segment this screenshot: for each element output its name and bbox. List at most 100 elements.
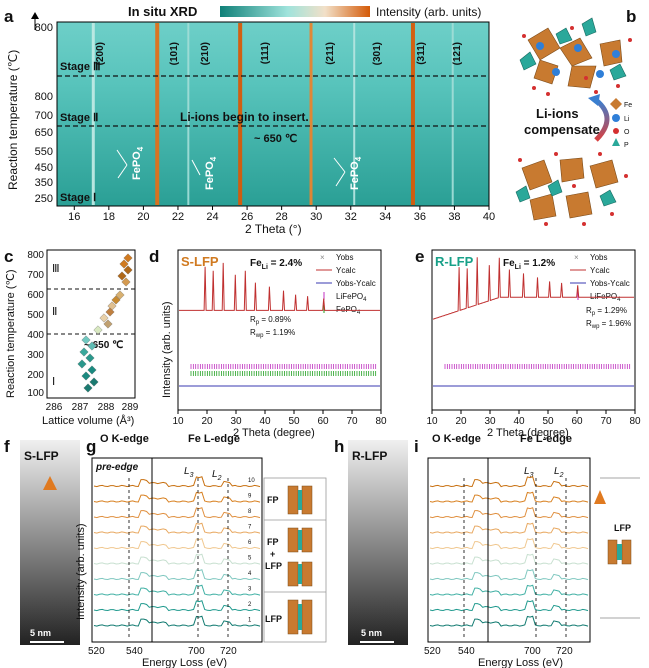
- compensate-arrow: [594, 98, 610, 142]
- y-tick: 250: [35, 193, 53, 205]
- x-tick: 40: [513, 416, 525, 427]
- data-point: [85, 353, 95, 363]
- legend-p: P: [624, 142, 629, 149]
- data-point: [123, 265, 133, 275]
- eels-spectrum: [429, 507, 589, 519]
- peak-line: [410, 23, 415, 205]
- x-tick: 26: [241, 211, 253, 223]
- colorbar-title: In situ XRD: [128, 4, 197, 19]
- peak-label: (101): [169, 42, 180, 65]
- spectrum-index: 6: [248, 540, 252, 546]
- x-tick: 24: [206, 211, 218, 223]
- x-tick: 30: [484, 416, 496, 427]
- panel-c-threshold: ~ 650 ℃: [84, 340, 123, 351]
- panel-a-yticks: 800 800 700 650 550 450 350 250: [35, 22, 53, 205]
- xrd-heatmap: [56, 21, 490, 207]
- x-tick: 70: [600, 416, 612, 427]
- y-tick: 700: [27, 270, 44, 281]
- panel-f-scale: 5 nm: [30, 628, 51, 638]
- legend-yobs: Yobs: [590, 253, 608, 262]
- eels-spectrum: [429, 569, 589, 581]
- panel-g-L2: L2: [212, 469, 222, 482]
- panel-d-fe: FeLi = 2.4%: [250, 258, 302, 271]
- x-tick: 36: [414, 211, 426, 223]
- legend-fepo4: FePO4: [336, 305, 361, 316]
- data-point: [99, 313, 109, 323]
- x-tick: 80: [629, 416, 641, 427]
- x-tick: 287: [72, 402, 89, 413]
- data-point: [115, 290, 125, 300]
- panel-g-pre-edge: pre-edge: [95, 462, 139, 473]
- data-point: [123, 253, 133, 263]
- panel-d-xticks: 10 20 30 40 50 60 70 80: [172, 410, 387, 427]
- peak-label: (210): [200, 42, 211, 65]
- stage-ii-label: Stage Ⅱ: [60, 112, 98, 124]
- legend-lifepo4: LiFePO4: [590, 292, 621, 303]
- eels-spectrum: [429, 522, 589, 534]
- x-tick: 288: [98, 402, 115, 413]
- region-iii: Ⅲ: [52, 263, 60, 275]
- x-tick: 540: [458, 646, 475, 657]
- x-tick: 20: [455, 416, 467, 427]
- x-tick: 16: [68, 211, 80, 223]
- threshold-annotation: ~ 650 ℃: [254, 133, 297, 145]
- y-tick: 350: [35, 177, 53, 189]
- peak-line: [451, 23, 454, 205]
- panel-g-spectra: 10 9 8 7 6 5 4 3 2 1: [93, 476, 261, 627]
- panel-i-frame: [427, 457, 591, 643]
- data-point: [105, 307, 115, 317]
- y-tick: 400: [27, 330, 44, 341]
- panel-g-o-edge: O K-edge: [100, 433, 149, 445]
- x-tick: 700: [188, 646, 205, 657]
- phase-lfp: LFP: [614, 523, 631, 533]
- panel-g-phase-strip: FP FP + LFP LFP: [263, 477, 327, 643]
- peak-label: (121): [452, 42, 463, 65]
- x-tick: 22: [172, 211, 184, 223]
- x-tick: 30: [230, 416, 242, 427]
- data-point: [87, 365, 97, 375]
- legend-diff: Yobs-Ycalc: [336, 279, 376, 288]
- panel-d-title: S-LFP: [181, 254, 219, 269]
- panel-letter-h: h: [334, 437, 344, 456]
- panel-i-xlabel: Energy Loss (eV): [478, 657, 563, 668]
- spectrum-index: 10: [248, 478, 255, 484]
- x-tick: 700: [524, 646, 541, 657]
- peak-line: [155, 23, 160, 205]
- panel-i-o-edge: O K-edge: [432, 433, 481, 445]
- legend-ycalc: Ycalc: [336, 266, 356, 275]
- data-point: [119, 259, 129, 269]
- data-point: [89, 377, 99, 387]
- eels-spectrum: [429, 538, 589, 550]
- eels-spectrum: [93, 584, 261, 596]
- spectrum-index: 7: [248, 525, 252, 531]
- eels-spectrum: [93, 600, 261, 612]
- panel-d-legend: × Yobs Ycalc Yobs-Ycalc LiFePO4 FePO4: [316, 253, 376, 316]
- eels-spectrum: [429, 600, 589, 612]
- peak-label: (111): [260, 42, 271, 64]
- y-tick: 650: [35, 127, 53, 139]
- x-tick: 10: [172, 416, 184, 427]
- eels-spectrum: [429, 584, 589, 596]
- x-tick: 60: [571, 416, 583, 427]
- x-tick: 520: [424, 646, 441, 657]
- panel-d-frame: [177, 249, 382, 411]
- panel-letter-a: a: [4, 7, 14, 26]
- ycalc-line: [179, 262, 380, 311]
- peak-labels: (200) (101) (210) (111) (211) (301) (311…: [95, 42, 463, 65]
- spectrum-index: 9: [248, 494, 252, 500]
- panel-e-xlabel: 2 Theta (degree): [487, 427, 569, 439]
- x-tick: 10: [426, 416, 438, 427]
- li-compensate-line1: Li-ions: [536, 106, 579, 121]
- panel-i-L3: L3: [524, 466, 534, 479]
- panel-g-xlabel: Energy Loss (eV): [142, 657, 227, 668]
- peak-line: [238, 23, 243, 205]
- lattice-volume-points: [77, 253, 133, 393]
- peak-label: (200): [95, 42, 106, 65]
- data-point: [93, 325, 103, 335]
- spectrum-index: 4: [248, 571, 252, 577]
- colorbar: [220, 6, 370, 17]
- fepo4-label: FePO4: [349, 156, 363, 190]
- spectrum-index: 3: [248, 587, 252, 593]
- panel-c-xlabel: Lattice volume (Å³): [42, 414, 134, 427]
